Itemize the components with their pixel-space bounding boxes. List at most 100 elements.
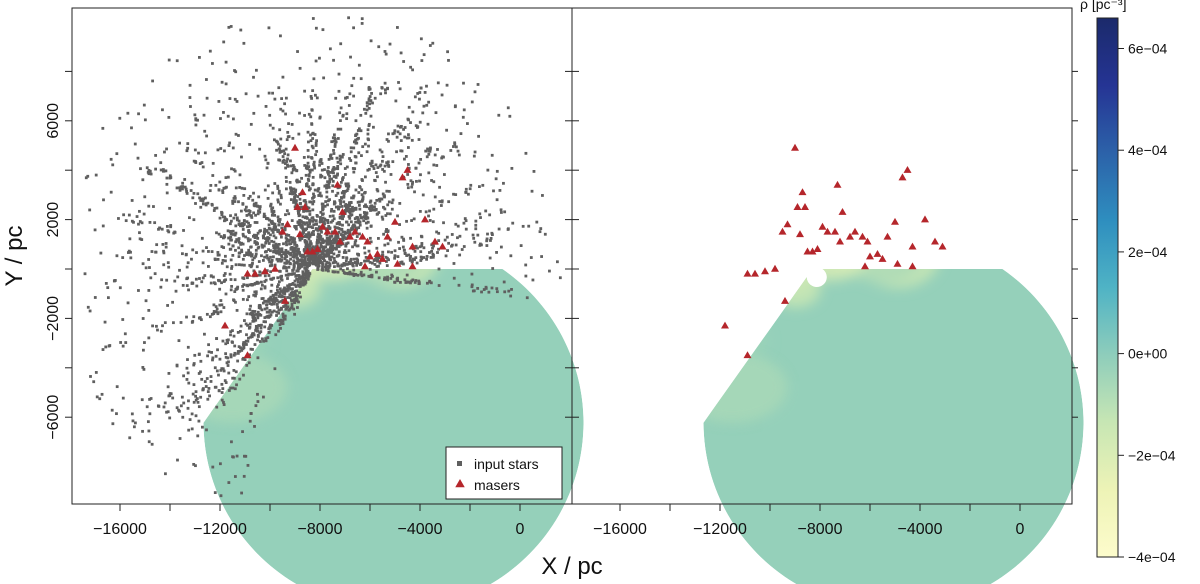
input-star bbox=[327, 224, 331, 228]
maser-marker-right bbox=[846, 232, 854, 240]
input-star bbox=[249, 122, 253, 126]
input-star bbox=[427, 152, 431, 156]
input-star bbox=[428, 280, 431, 284]
input-star bbox=[532, 170, 536, 173]
input-star bbox=[262, 230, 266, 234]
input-star bbox=[336, 191, 340, 195]
input-star bbox=[247, 231, 251, 234]
input-star bbox=[247, 196, 251, 200]
input-star bbox=[193, 353, 197, 357]
input-star bbox=[407, 105, 411, 109]
input-star bbox=[222, 111, 225, 114]
input-star bbox=[368, 207, 371, 210]
input-star bbox=[231, 341, 234, 344]
right-density-blob bbox=[707, 120, 753, 156]
input-star bbox=[165, 225, 169, 228]
input-star bbox=[190, 257, 193, 261]
input-star bbox=[372, 167, 376, 170]
input-star bbox=[318, 191, 322, 195]
input-star bbox=[309, 225, 313, 229]
input-star bbox=[178, 188, 182, 192]
input-star bbox=[167, 230, 171, 234]
input-star bbox=[351, 227, 355, 231]
input-star bbox=[330, 231, 334, 235]
input-star bbox=[464, 219, 468, 223]
input-star bbox=[364, 175, 367, 179]
input-star bbox=[254, 318, 258, 322]
input-star bbox=[378, 256, 381, 260]
input-star bbox=[160, 227, 164, 231]
input-star bbox=[248, 283, 252, 287]
input-star bbox=[201, 165, 205, 169]
input-star bbox=[280, 247, 284, 251]
input-star bbox=[353, 167, 357, 171]
input-star bbox=[240, 248, 243, 252]
maser-marker-left bbox=[363, 237, 372, 245]
input-star bbox=[164, 245, 168, 249]
input-star bbox=[348, 270, 352, 274]
right-density-blob bbox=[739, 146, 771, 172]
input-star bbox=[260, 243, 264, 247]
input-star bbox=[277, 158, 281, 162]
input-star bbox=[296, 306, 299, 309]
input-star bbox=[133, 421, 137, 425]
input-star bbox=[254, 248, 258, 252]
input-star bbox=[285, 261, 289, 265]
input-star bbox=[358, 207, 362, 211]
input-star bbox=[99, 251, 103, 255]
input-star bbox=[217, 278, 220, 282]
input-star bbox=[285, 180, 288, 183]
input-star bbox=[286, 157, 289, 161]
y-axis-title: Y / pc bbox=[1, 226, 28, 287]
input-star bbox=[234, 300, 237, 304]
input-star bbox=[344, 189, 348, 193]
input-star bbox=[189, 105, 192, 108]
input-star bbox=[310, 144, 314, 148]
input-star bbox=[377, 45, 381, 49]
input-star bbox=[232, 353, 236, 357]
input-star bbox=[274, 296, 278, 300]
input-star bbox=[296, 267, 300, 271]
input-star bbox=[430, 249, 434, 253]
input-star bbox=[242, 193, 246, 197]
input-star bbox=[241, 430, 244, 434]
input-star bbox=[327, 172, 330, 176]
input-star bbox=[331, 244, 335, 248]
input-star bbox=[238, 329, 242, 333]
maser-marker-left bbox=[373, 249, 382, 257]
input-star bbox=[481, 183, 485, 187]
input-star bbox=[386, 278, 390, 282]
input-star bbox=[488, 256, 492, 260]
right-density-blob bbox=[703, 307, 745, 361]
input-star bbox=[241, 224, 245, 228]
input-star bbox=[185, 149, 189, 153]
input-star bbox=[237, 263, 241, 267]
input-star bbox=[165, 278, 169, 282]
input-star bbox=[308, 168, 312, 172]
input-star bbox=[454, 222, 458, 226]
input-star bbox=[256, 281, 260, 285]
input-star bbox=[118, 116, 122, 120]
right-density-blob bbox=[637, 214, 684, 251]
input-star bbox=[218, 287, 222, 291]
input-star bbox=[235, 383, 238, 387]
input-star bbox=[178, 141, 182, 145]
input-star bbox=[340, 155, 344, 159]
input-star bbox=[314, 93, 317, 97]
input-star bbox=[209, 274, 213, 278]
input-star bbox=[148, 412, 152, 416]
input-star bbox=[312, 77, 316, 81]
input-star bbox=[284, 96, 288, 100]
input-star bbox=[247, 221, 250, 225]
input-star bbox=[319, 175, 323, 179]
input-star bbox=[457, 153, 461, 157]
x-tick-label: −4000 bbox=[398, 521, 443, 538]
right-density-blob bbox=[922, 171, 1011, 241]
input-star bbox=[101, 348, 105, 351]
input-star bbox=[258, 270, 262, 274]
input-star bbox=[238, 173, 242, 177]
input-star bbox=[393, 254, 397, 258]
input-star bbox=[283, 162, 287, 165]
input-star bbox=[435, 164, 439, 167]
